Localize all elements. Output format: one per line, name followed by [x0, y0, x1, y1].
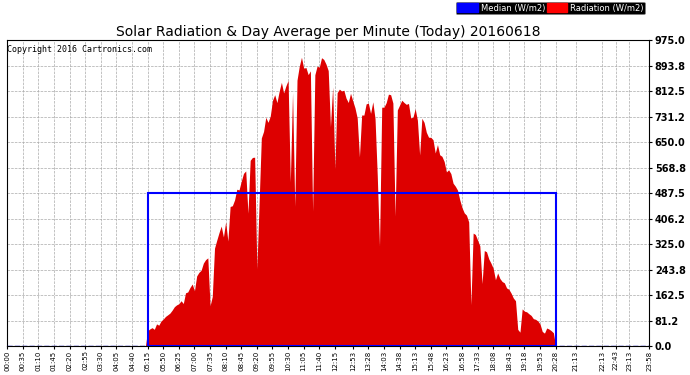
Legend: Median (W/m2), Radiation (W/m2): Median (W/m2), Radiation (W/m2): [455, 2, 645, 14]
Title: Solar Radiation & Day Average per Minute (Today) 20160618: Solar Radiation & Day Average per Minute…: [116, 25, 540, 39]
Text: Copyright 2016 Cartronics.com: Copyright 2016 Cartronics.com: [7, 45, 152, 54]
Bar: [148, 194, 555, 346]
